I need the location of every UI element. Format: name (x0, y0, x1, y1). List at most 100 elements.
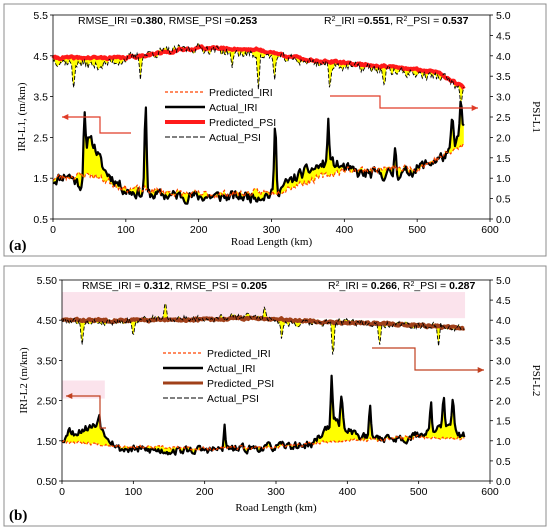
r2-iri-value: 0.551 (364, 15, 390, 27)
iri-axis-arrow (62, 116, 131, 134)
x-tick-label: 600 (481, 224, 499, 236)
panel-frame (3, 3, 547, 257)
y-right-tick-label: 0.5 (496, 456, 511, 468)
y-right-tick-label: 4.0 (496, 51, 511, 63)
y-left-tick-label: 5.5 (33, 10, 48, 22)
r2-psi-superscript: 2 (410, 281, 414, 288)
y-right-tick-label: 1.5 (496, 153, 511, 165)
legend: Predicted_IRI Actual_IRI Predicted_PSI Actu… (163, 348, 274, 405)
x-tick-label: 200 (190, 224, 208, 236)
y-right-tick-label: 0.0 (496, 214, 511, 226)
y-left-tick-label: 1.50 (37, 436, 58, 448)
y-right-tick-label: 2.0 (496, 132, 511, 144)
legend-label-predicted-iri: Predicted_IRI (209, 87, 273, 99)
y-right-tick-label: 1.5 (496, 416, 511, 428)
rmse-stats: RMSE_IRI =0.380, RMSE_PSI =0.253 (78, 15, 257, 27)
x-tick-label: 400 (336, 224, 354, 236)
r2-iri-label: _IRI = (339, 280, 371, 292)
y-left-tick-label: 3.50 (37, 355, 58, 367)
y-left-axis-label: IRI-L1, (m/km) (16, 82, 28, 151)
y-right-tick-label: 4.5 (496, 30, 511, 42)
legend-label-predicted-iri: Predicted_IRI (207, 348, 271, 360)
y-left-tick-label: 2.50 (37, 396, 58, 408)
iri-highlight-band (62, 380, 105, 399)
series-line-predicted-iri (52, 143, 465, 199)
x-tick-label: 100 (125, 486, 143, 498)
rmse-psi-label: , RMSE_PSI = (163, 15, 231, 27)
r2-iri-value: 0.266 (371, 280, 397, 292)
y-right-tick-label: 2.5 (496, 376, 511, 388)
panel-frame (3, 265, 547, 527)
psi-axis-arrow (330, 95, 478, 109)
r2-psi-value: 0.537 (442, 15, 468, 27)
rmse-stats: RMSE_IRI = 0.312, RMSE_PSI = 0.205 (82, 280, 267, 292)
y-right-tick-label: 1.0 (496, 173, 511, 185)
legend-label-predicted-psi: Predicted_PSI (207, 378, 274, 390)
x-tick-label: 0 (50, 224, 56, 236)
r2-iri-r: R (324, 15, 332, 27)
y-right-tick-label: 0.0 (496, 476, 511, 488)
y-right-tick-label: 0.5 (496, 194, 511, 206)
y-right-tick-label: 2.0 (496, 396, 511, 408)
x-tick-label: 300 (263, 224, 281, 236)
y-left-tick-label: 0.5 (33, 214, 48, 226)
rmse-iri-label: RMSE_IRI = (78, 15, 137, 27)
series-line-actual-iri (52, 100, 465, 205)
iri-axis-arrow (66, 395, 106, 429)
r2-psi-r: , R (397, 280, 411, 292)
psi-difference-fill (53, 42, 464, 104)
y-right-tick-label: 1.0 (496, 436, 511, 448)
rmse-iri-label: RMSE_IRI = (82, 280, 144, 292)
legend-label-actual-iri: Actual_IRI (209, 102, 257, 114)
legend-label-actual-psi: Actual_PSI (209, 132, 261, 144)
y-right-tick-label: 3.5 (496, 71, 511, 83)
r2-iri-superscript: 2 (332, 16, 336, 23)
r2-psi-superscript: 2 (404, 16, 408, 23)
iri-axis-arrow-head (66, 392, 73, 400)
r2-psi-label: _PSI = (413, 280, 449, 292)
rmse-psi-label: , RMSE_PSI = (170, 280, 241, 292)
x-tick-label: 500 (408, 224, 426, 236)
y-left-tick-label: 4.50 (37, 315, 58, 327)
panel-b: 0 100 200 300 400 500 600 0.50 1.50 2.50 3.50 4.50 5… (3, 265, 547, 527)
panel-label: (a) (9, 238, 27, 254)
rmse-psi-value: 0.205 (241, 280, 267, 292)
x-axis-label: Road Length (km) (231, 236, 313, 248)
y-left-axis-label: IRI-L2 (m/km) (18, 347, 30, 414)
panel-label: (b) (9, 508, 27, 524)
r2-psi-r: , R (390, 15, 404, 27)
series-line-predicted-psi (51, 44, 466, 90)
y-right-tick-label: 3.0 (496, 92, 511, 104)
y-right-tick-label: 4.5 (496, 295, 511, 307)
y-right-tick-label: 3.5 (496, 335, 511, 347)
r2-psi-label: _PSI = (406, 15, 442, 27)
x-tick-label: 600 (481, 486, 499, 498)
y-right-tick-label: 5.0 (496, 10, 511, 22)
y-left-tick-label: 3.5 (33, 92, 48, 104)
iri-axis-arrow-head (62, 113, 69, 121)
psi-axis-arrow-head (471, 104, 478, 112)
x-tick-label: 300 (267, 486, 285, 498)
legend: Predicted_IRI Actual_IRI Predicted_PSI Actu… (165, 87, 276, 144)
y-right-axis-label: PSI-L1 (530, 101, 542, 133)
y-right-tick-label: 2.5 (496, 112, 511, 124)
x-tick-label: 200 (196, 486, 214, 498)
legend-label-actual-psi: Actual_PSI (207, 393, 259, 405)
r2-iri-superscript: 2 (336, 281, 340, 288)
x-tick-label: 0 (59, 486, 65, 498)
rmse-psi-value: 0.253 (231, 15, 257, 27)
legend-label-actual-iri: Actual_IRI (207, 363, 255, 375)
x-tick-label: 100 (117, 224, 135, 236)
x-tick-label: 400 (339, 486, 357, 498)
y-left-tick-label: 5.50 (37, 275, 58, 287)
legend-label-predicted-psi: Predicted_PSI (209, 117, 276, 129)
r2-stats: R2_IRI = 0.266, R2_PSI = 0.287 (328, 280, 476, 292)
panel-a: 0 100 200 300 400 500 600 0.5 1.5 2.5 3.5 4.5 5.5 0.0… (3, 3, 547, 257)
y-left-tick-label: 0.50 (37, 476, 58, 488)
r2-iri-label: _IRI = (335, 15, 364, 27)
psi-axis-arrow (372, 347, 484, 371)
series-line-predicted-psi (60, 315, 466, 331)
x-tick-label: 500 (410, 486, 428, 498)
psi-axis-arrow-head (477, 366, 484, 374)
